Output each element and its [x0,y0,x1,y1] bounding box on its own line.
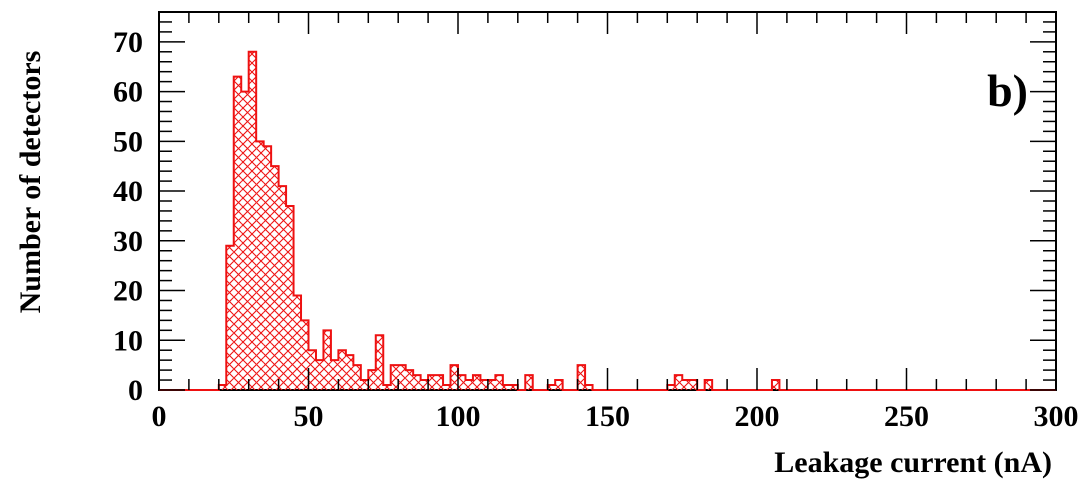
histogram-bar [689,380,698,390]
y-tick-label: 0 [128,374,143,407]
histogram-bar [428,375,436,390]
histogram-bar [443,385,451,390]
histogram-bar [458,375,466,390]
histogram-bar [286,205,294,390]
x-tick-label: 0 [152,400,167,433]
histogram-bar [577,365,586,390]
x-tick-label: 300 [1034,400,1079,433]
histogram-bar [226,245,234,390]
panel-label: b) [987,65,1028,116]
histogram-bar [480,380,488,390]
histogram-bars [159,50,1056,391]
y-axis-title: Number of detectors [14,51,47,314]
histogram-bar [771,380,780,390]
histogram-bar [525,375,533,390]
histogram-bar [472,375,481,390]
histogram-bar [435,375,444,390]
histogram-bar [704,380,713,390]
x-tick-label: 250 [884,400,929,433]
y-tick-label: 10 [113,324,143,357]
histogram-bar [315,360,324,390]
histogram-bar [547,385,556,390]
histogram-bar [383,385,391,390]
x-tick-label: 150 [585,400,630,433]
y-tick-label: 30 [113,225,143,258]
histogram-bar [405,370,414,390]
histogram-bar [360,380,369,390]
histogram-bar [345,355,354,390]
histogram-bar [256,141,264,390]
histogram-bar [271,166,279,390]
histogram-bar [368,370,376,390]
histogram-bar [248,51,257,390]
histogram-bar [398,365,406,390]
histogram-bar [263,146,272,390]
histogram-bar [510,385,518,390]
histogram-bar [301,320,309,390]
histogram-bar [233,76,242,390]
x-axis-title: Leakage current (nA) [774,446,1052,479]
histogram-bar [330,360,339,390]
histogram-bar [338,350,346,390]
histogram-bar [585,385,593,390]
histogram-bar [667,385,675,390]
histogram-bar [465,380,473,390]
axis-ticks [158,11,1057,391]
x-tick-label: 200 [735,400,780,433]
x-tick-label: 100 [436,400,481,433]
y-tick-label: 60 [113,76,143,109]
histogram-bar [308,350,316,390]
histogram-bar [674,375,683,390]
y-tick-labels: 0 10 20 30 40 50 60 70 [113,26,143,407]
histogram-outline [159,50,1056,391]
histogram-bar [293,295,302,390]
histogram-bar [555,380,563,390]
y-tick-label: 50 [113,125,143,158]
histogram-bar [487,380,496,390]
histogram-bar [390,365,399,390]
histogram-bar [375,335,384,390]
histogram-bar [413,375,421,390]
y-tick-label: 40 [113,175,143,208]
x-tick-labels: 0 50 100 150 200 250 300 [152,400,1079,433]
histogram-bar [502,385,511,390]
histogram-bar [278,186,287,390]
histogram-bar [353,365,361,390]
histogram-bar [241,91,249,390]
histogram-bar [218,385,227,390]
histogram-bar [323,330,331,390]
y-tick-label: 70 [113,26,143,59]
histogram-bar [450,365,458,390]
histogram-bar [420,380,429,390]
x-tick-label: 50 [294,400,324,433]
y-tick-label: 20 [113,275,143,308]
histogram-bar [682,380,690,390]
histogram-bar [495,375,503,390]
